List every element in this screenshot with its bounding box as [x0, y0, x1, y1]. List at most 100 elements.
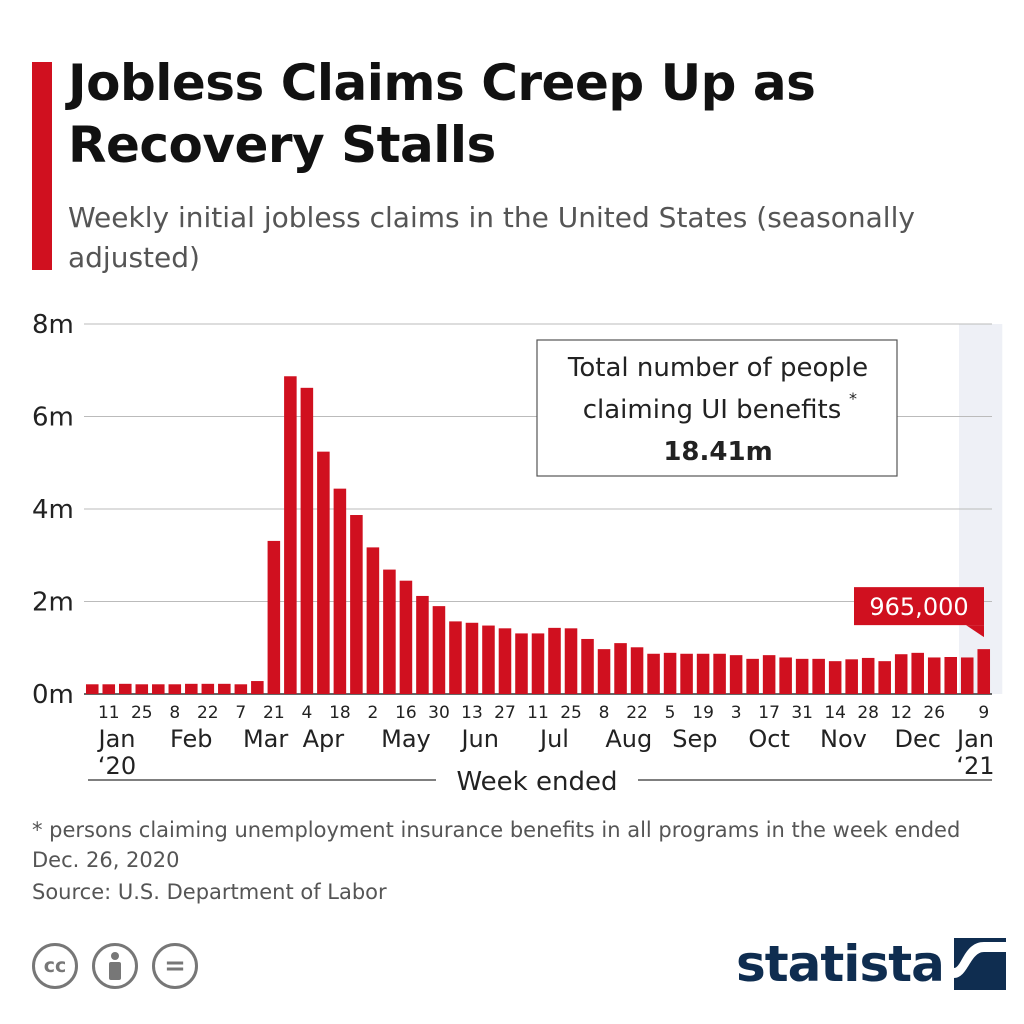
x-tick-label: 22	[197, 703, 219, 723]
bar	[449, 621, 462, 694]
bar	[366, 547, 380, 694]
month-label: Jun	[459, 725, 499, 753]
month-label: Nov	[820, 725, 867, 753]
bar	[152, 684, 165, 694]
bar	[729, 655, 743, 694]
bar	[812, 658, 825, 694]
bar	[861, 657, 875, 694]
bar	[894, 654, 908, 694]
x-axis-title: Week ended	[88, 767, 992, 797]
bar	[680, 653, 693, 694]
bar	[647, 653, 660, 694]
bar	[762, 655, 776, 694]
bar	[713, 653, 726, 694]
x-tick-label: 11	[98, 703, 120, 723]
x-tick-label: 27	[494, 703, 516, 723]
x-tick-label: 16	[395, 703, 417, 723]
x-tick-label: 5	[665, 703, 676, 723]
x-tick-label: 31	[791, 703, 813, 723]
month-label: Jan	[97, 725, 136, 753]
x-tick-label: 18	[329, 703, 351, 723]
latest-value-callout: 965,000	[854, 587, 984, 638]
equals-icon[interactable]: =	[152, 943, 198, 989]
bar-chart: 0m 2m 4m 6m 8m 11 25 8 22 7 21 4 18 2 16 30 13 27 11 25 8 22…	[32, 310, 1003, 797]
year-label: ‘20	[98, 752, 136, 780]
x-tick-label: 25	[131, 703, 153, 723]
bar	[416, 595, 429, 694]
x-axis-label: Week ended	[457, 767, 618, 797]
callout-box	[854, 587, 984, 626]
month-label: Jan	[955, 725, 994, 753]
x-tick-label: 13	[461, 703, 483, 723]
bar	[614, 643, 627, 694]
month-label: Sep	[672, 725, 717, 753]
bar	[102, 684, 116, 694]
month-label: Dec	[894, 725, 940, 753]
bar	[564, 628, 578, 694]
bar	[135, 684, 149, 694]
bar	[960, 657, 974, 694]
bar	[531, 633, 545, 694]
bar	[927, 657, 941, 694]
bar	[465, 622, 479, 694]
bar	[597, 649, 611, 694]
x-tick-label: 11	[527, 703, 549, 723]
x-tick-label: 7	[235, 703, 246, 723]
source-note: Source: U.S. Department of Labor	[32, 880, 387, 904]
bar	[201, 683, 215, 694]
chart-title: Jobless Claims Creep Up as Recovery Stal…	[68, 54, 816, 174]
bar	[333, 488, 347, 694]
accent-bar	[32, 62, 52, 270]
bar	[663, 652, 677, 694]
year-label: ‘21	[956, 752, 994, 780]
callout-label: 965,000	[869, 593, 968, 621]
bar	[878, 661, 891, 694]
bar	[432, 606, 446, 694]
x-tick-label: 12	[890, 703, 912, 723]
bar	[234, 684, 248, 694]
x-tick-label: 19	[692, 703, 714, 723]
month-label: Mar	[243, 725, 288, 753]
month-label: May	[381, 725, 431, 753]
month-label: Feb	[170, 725, 213, 753]
bar	[482, 625, 495, 694]
bar	[498, 628, 512, 694]
bar	[251, 681, 264, 694]
x-tick-label: 26	[923, 703, 945, 723]
bar	[630, 647, 644, 694]
bar	[399, 580, 413, 694]
cc-icon[interactable]: cc	[32, 943, 78, 989]
bar	[779, 657, 792, 694]
x-tick-label: 21	[263, 703, 285, 723]
bar	[317, 451, 330, 694]
bar	[85, 684, 99, 694]
x-tick-label: 17	[758, 703, 780, 723]
month-label: Oct	[748, 725, 790, 753]
bar	[350, 515, 363, 694]
bar	[267, 540, 281, 694]
bar	[218, 683, 231, 694]
info-box-line2: claiming UI benefits	[583, 395, 842, 425]
statista-mark-icon	[953, 938, 1006, 990]
bars	[85, 376, 991, 694]
y-tick-label: 2m	[32, 588, 74, 618]
bar	[845, 659, 858, 694]
bar	[118, 683, 132, 694]
x-tick-label: 14	[824, 703, 846, 723]
statista-logo[interactable]: statista	[736, 935, 1006, 993]
bar	[300, 387, 314, 694]
bar	[746, 658, 759, 694]
callout-pointer	[966, 625, 984, 638]
bar	[911, 652, 924, 694]
month-label: Aug	[605, 725, 652, 753]
y-tick-label: 4m	[32, 495, 74, 525]
bar	[515, 633, 528, 694]
x-tick-label: 30	[428, 703, 450, 723]
x-tick-label: 22	[626, 703, 648, 723]
bar	[284, 376, 297, 694]
person-icon[interactable]	[92, 943, 138, 989]
month-label: Jul	[538, 725, 569, 753]
bar	[977, 649, 991, 694]
bar	[696, 653, 710, 694]
